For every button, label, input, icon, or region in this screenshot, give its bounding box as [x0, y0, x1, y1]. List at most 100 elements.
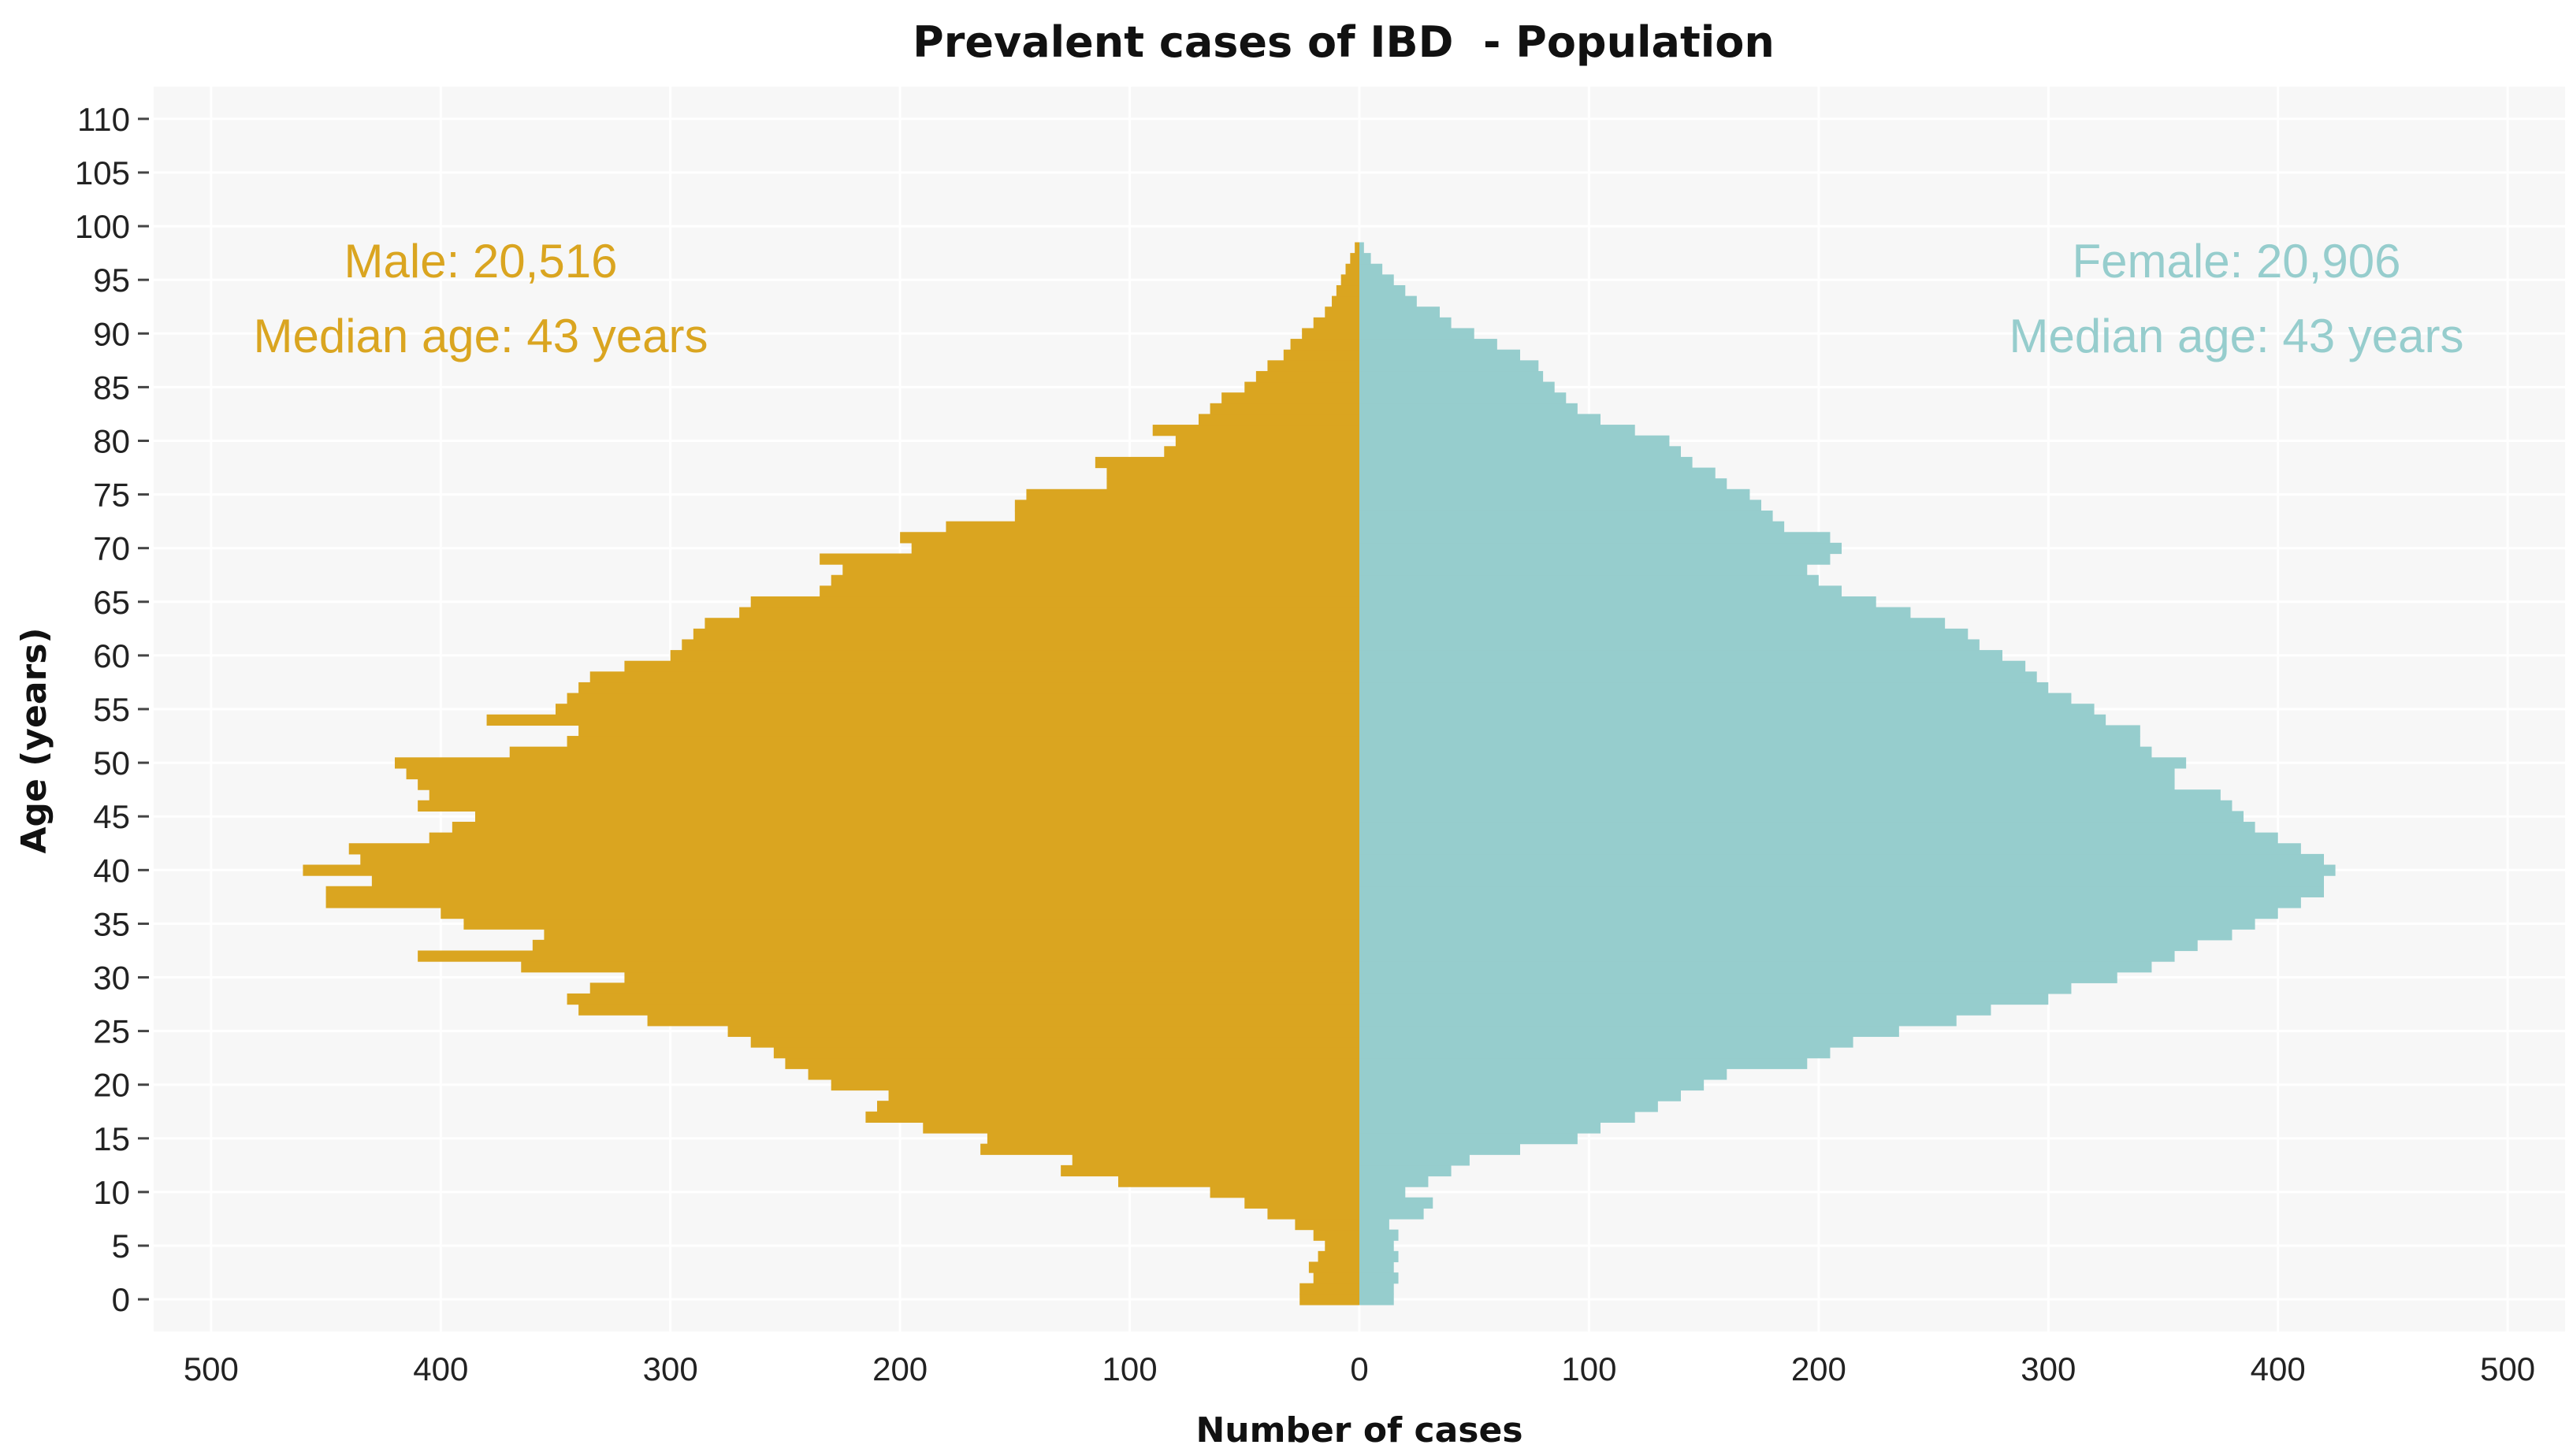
- x-tick-label: 200: [1791, 1350, 1846, 1387]
- y-tick-label: 30: [93, 960, 130, 997]
- x-tick-label: 200: [872, 1350, 928, 1387]
- female-bar-age-15: [1359, 1133, 1578, 1145]
- female-bar-age-48: [1359, 778, 2175, 790]
- y-tick-label: 45: [93, 798, 130, 835]
- male-bar-age-52: [567, 736, 1359, 748]
- female-bar-age-29: [1359, 982, 2072, 994]
- female-bar-age-68: [1359, 564, 1808, 576]
- female-bar-age-77: [1359, 467, 1716, 479]
- male-bar-age-74: [1014, 500, 1359, 511]
- female-bar-age-10: [1359, 1187, 1406, 1198]
- male-bar-age-65: [750, 596, 1359, 608]
- female-bar-age-33: [1359, 939, 2198, 952]
- male-bar-age-75: [1026, 488, 1359, 500]
- male-bar-age-68: [842, 564, 1359, 576]
- male-bar-age-96: [1345, 263, 1359, 275]
- male-bar-age-6: [1313, 1229, 1359, 1241]
- female-bar-age-40: [1359, 864, 2336, 876]
- y-tick-label: 10: [93, 1174, 130, 1211]
- bars: [303, 242, 2336, 1306]
- male-bar-age-23: [773, 1047, 1359, 1059]
- male-bar-age-39: [371, 875, 1359, 887]
- male-bar-age-3: [1308, 1261, 1359, 1273]
- male-bar-age-61: [682, 639, 1359, 651]
- female-bar-age-85: [1359, 381, 1555, 393]
- male-bar-age-73: [1014, 511, 1359, 522]
- female-bar-age-50: [1359, 757, 2187, 769]
- female-bar-age-31: [1359, 961, 2152, 973]
- y-tick-label: 25: [93, 1013, 130, 1050]
- female-bar-age-81: [1359, 425, 1635, 436]
- male-bar-age-12: [1061, 1164, 1359, 1177]
- x-axis: 500 400 300 200 100 0 100 200 300 400 500: [184, 1350, 2535, 1387]
- male-bar-age-28: [567, 993, 1359, 1005]
- male-bar-age-90: [1302, 328, 1359, 340]
- female-bar-age-79: [1359, 446, 1681, 458]
- male-bar-age-47: [429, 789, 1359, 801]
- female-bar-age-37: [1359, 897, 2301, 908]
- male-bar-age-55: [556, 704, 1359, 715]
- female-bar-age-12: [1359, 1164, 1452, 1177]
- female-bar-age-58: [1359, 671, 2037, 683]
- female-bar-age-7: [1359, 1218, 1389, 1231]
- female-bar-age-34: [1359, 929, 2233, 941]
- female-bar-age-83: [1359, 403, 1578, 415]
- male-bar-age-27: [578, 1004, 1359, 1016]
- female-bar-age-53: [1359, 725, 2140, 737]
- female-bar-age-11: [1359, 1176, 1429, 1187]
- male-bar-age-71: [900, 532, 1359, 544]
- male-bar-age-31: [521, 961, 1360, 973]
- female-bar-age-86: [1359, 370, 1544, 383]
- female-bar-age-18: [1359, 1101, 1658, 1112]
- female-bar-age-73: [1359, 511, 1773, 522]
- male-bar-age-40: [303, 864, 1359, 876]
- male-bar-age-34: [544, 929, 1359, 941]
- y-tick-label: 65: [93, 584, 130, 621]
- female-bar-age-42: [1359, 843, 2301, 855]
- female-bar-age-51: [1359, 746, 2152, 758]
- male-bar-age-20: [831, 1079, 1359, 1091]
- female-bar-age-56: [1359, 693, 2072, 704]
- female-bar-age-46: [1359, 800, 2233, 812]
- male-bar-age-88: [1283, 349, 1359, 361]
- y-axis: 0 5 10 15 20 25 30 35 40 45 50 55 60 65 70 75 80 85 90 95 10…: [75, 101, 149, 1318]
- female-bar-age-39: [1359, 875, 2324, 887]
- female-bar-age-21: [1359, 1068, 1727, 1080]
- male-bar-age-77: [1106, 467, 1359, 479]
- female-bar-age-27: [1359, 1004, 1991, 1016]
- x-tick-label: 100: [1561, 1350, 1616, 1387]
- male-bar-age-18: [877, 1101, 1359, 1112]
- female-bar-age-92: [1359, 306, 1440, 318]
- y-tick-label: 95: [93, 262, 130, 299]
- male-bar-age-86: [1255, 370, 1359, 383]
- y-tick-label: 0: [112, 1281, 130, 1318]
- female-bar-age-36: [1359, 907, 2278, 919]
- female-bar-age-1: [1359, 1283, 1394, 1294]
- male-bar-age-58: [589, 671, 1359, 683]
- female-bar-age-54: [1359, 714, 2106, 726]
- male-bar-age-85: [1244, 381, 1359, 393]
- male-bar-age-92: [1325, 306, 1359, 318]
- x-tick-label: 500: [184, 1350, 239, 1387]
- female-bar-age-93: [1359, 295, 1417, 307]
- y-tick-label: 100: [75, 208, 130, 245]
- male-bar-age-7: [1295, 1218, 1359, 1231]
- x-tick-label: 0: [1350, 1350, 1368, 1387]
- male-bar-age-19: [888, 1090, 1359, 1101]
- y-tick-label: 90: [93, 315, 130, 352]
- male-bar-age-42: [348, 843, 1359, 855]
- male-bar-age-60: [670, 650, 1359, 662]
- female-bar-age-62: [1359, 628, 1969, 641]
- male-bar-age-22: [785, 1057, 1359, 1069]
- male-bar-age-72: [946, 521, 1359, 533]
- y-axis-title: Age (years): [14, 627, 54, 853]
- y-tick-label: 60: [93, 637, 130, 674]
- y-tick-label: 40: [93, 852, 130, 889]
- female-bar-age-60: [1359, 650, 2002, 662]
- female-bar-age-61: [1359, 639, 1980, 651]
- male-bar-age-62: [693, 628, 1359, 641]
- x-tick-label: 400: [413, 1350, 468, 1387]
- female-bar-age-28: [1359, 993, 2049, 1005]
- female-bar-age-96: [1359, 263, 1383, 275]
- male-bar-age-91: [1313, 317, 1359, 329]
